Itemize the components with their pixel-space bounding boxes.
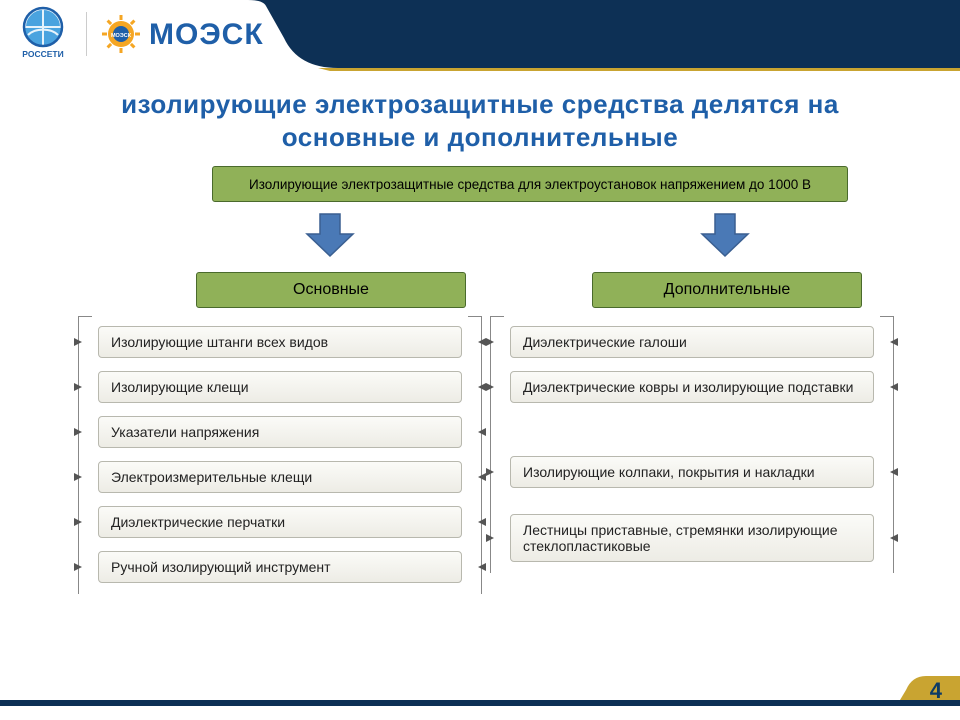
down-arrow-right-icon [700, 212, 750, 258]
tick-left-icon [73, 382, 83, 392]
tick-left-icon [485, 337, 495, 347]
right-column: Диэлектрические галоши Диэлектрические ко… [490, 316, 894, 573]
header-dark-band [248, 0, 960, 68]
right-item-list: Диэлектрические галоши Диэлектрические ко… [510, 326, 874, 575]
down-arrow-left-icon [305, 212, 355, 258]
list-item: Изолирующие клещи [98, 371, 462, 403]
list-item-label: Ручной изолирующий инструмент [111, 559, 331, 575]
left-bracket-r [468, 316, 482, 594]
tick-right-icon [889, 467, 899, 477]
list-item: Лестницы приставные, стремянки изолирующ… [510, 514, 874, 562]
list-item: Ручной изолирующий инструмент [98, 551, 462, 583]
left-item-list: Изолирующие штанги всех видов Изолирующие… [98, 326, 462, 596]
tick-right-icon [477, 427, 487, 437]
tick-left-icon [73, 427, 83, 437]
branch-header-left: Основные [196, 272, 466, 308]
list-item-label: Диэлектрические галоши [523, 334, 687, 350]
tick-right-icon [889, 533, 899, 543]
left-bracket-l [78, 316, 92, 594]
svg-text:МОЭСК: МОЭСК [149, 18, 264, 51]
rosseti-logo-icon: РОССЕТИ [14, 5, 72, 63]
list-item-label: Диэлектрические перчатки [111, 514, 285, 530]
branch-header-right: Дополнительные [592, 272, 862, 308]
tick-left-icon [485, 533, 495, 543]
slide-title: изолирующие электрозащитные средства дел… [0, 88, 960, 153]
list-item-label: Лестницы приставные, стремянки изолирующ… [523, 522, 861, 554]
tick-left-icon [485, 382, 495, 392]
header-gold-stripe [0, 68, 960, 72]
list-item-label: Диэлектрические ковры и изолирующие подс… [523, 379, 853, 395]
list-item-label: Указатели напряжения [111, 424, 259, 440]
tick-right-icon [889, 382, 899, 392]
tick-right-icon [889, 337, 899, 347]
list-item: Диэлектрические перчатки [98, 506, 462, 538]
list-item: Изолирующие штанги всех видов [98, 326, 462, 358]
footer-stripe [0, 676, 960, 706]
list-item: Указатели напряжения [98, 416, 462, 448]
title-line-2: основные и дополнительные [282, 122, 678, 152]
tick-right-icon [477, 562, 487, 572]
tick-left-icon [73, 562, 83, 572]
header: РОССЕТИ МОЭСК МОЭСК [0, 0, 960, 68]
tick-left-icon [485, 467, 495, 477]
logo-divider [86, 12, 87, 56]
list-item: Диэлектрические ковры и изолирующие подс… [510, 371, 874, 403]
tick-left-icon [73, 337, 83, 347]
list-item-label: Электроизмерительные клещи [111, 469, 312, 485]
list-item-label: Изолирующие колпаки, покрытия и накладки [523, 464, 815, 480]
branch-header-right-label: Дополнительные [664, 281, 791, 299]
slide: РОССЕТИ МОЭСК МОЭСК [0, 0, 960, 720]
list-item: Изолирующие колпаки, покрытия и накладки [510, 456, 874, 488]
branch-header-left-label: Основные [293, 281, 369, 299]
root-category-box: Изолирующие электрозащитные средства для… [212, 166, 848, 202]
svg-text:РОССЕТИ: РОССЕТИ [22, 49, 63, 59]
list-item: Электроизмерительные клещи [98, 461, 462, 493]
tick-left-icon [73, 472, 83, 482]
left-column: Изолирующие штанги всех видов Изолирующие… [78, 316, 482, 594]
list-item-label: Изолирующие штанги всех видов [111, 334, 328, 350]
list-item: Диэлектрические галоши [510, 326, 874, 358]
svg-text:МОЭСК: МОЭСК [111, 33, 132, 39]
page-number: 4 [930, 678, 942, 704]
tick-left-icon [73, 517, 83, 527]
list-item-label: Изолирующие клещи [111, 379, 249, 395]
title-line-1: изолирующие электрозащитные средства дел… [121, 89, 839, 119]
root-category-label: Изолирующие электрозащитные средства для… [249, 177, 811, 192]
tick-right-icon [477, 517, 487, 527]
